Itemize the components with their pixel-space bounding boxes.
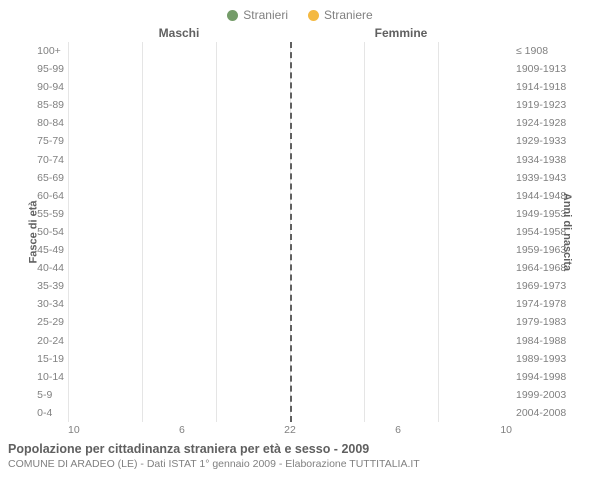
birth-label: 1989-1993 <box>512 350 570 368</box>
pyramid-row <box>68 114 512 132</box>
pyramid-row <box>68 187 512 205</box>
age-label: 80-84 <box>33 114 68 132</box>
pyramid-row <box>68 205 512 223</box>
age-label: 65-69 <box>33 169 68 187</box>
pyramid-row <box>68 295 512 313</box>
pyramid-row <box>68 151 512 169</box>
x-tick: 6 <box>395 424 401 436</box>
age-label: 30-34 <box>33 295 68 313</box>
pyramid-row <box>68 350 512 368</box>
y-axis-right: Anni di nascita ≤ 19081909-19131914-1918… <box>512 42 592 422</box>
swatch-female <box>308 10 319 21</box>
bar-rows <box>68 42 512 422</box>
pyramid-row <box>68 277 512 295</box>
age-label: 10-14 <box>33 368 68 386</box>
y-axis-left: Fasce di età 100+95-9990-9485-8980-8475-… <box>8 42 68 422</box>
chart-title: Popolazione per cittadinanza straniera p… <box>8 442 592 456</box>
y-axis-left-title: Fasce di età <box>27 201 39 264</box>
age-label: 75-79 <box>33 132 68 150</box>
chart-subtitle: COMUNE DI ARADEO (LE) - Dati ISTAT 1° ge… <box>8 458 592 470</box>
pyramid-row <box>68 332 512 350</box>
pyramid-row <box>68 259 512 277</box>
age-label: 90-94 <box>33 78 68 96</box>
x-tick: 2 <box>290 424 296 436</box>
age-label: 100+ <box>33 42 68 60</box>
pyramid-row <box>68 368 512 386</box>
birth-label: 1979-1983 <box>512 313 570 331</box>
x-tick: 6 <box>179 424 185 436</box>
age-label: 95-99 <box>33 60 68 78</box>
pyramid-row <box>68 169 512 187</box>
chart-body: Fasce di età 100+95-9990-9485-8980-8475-… <box>8 42 592 422</box>
birth-label: 1934-1938 <box>512 151 570 169</box>
pyramid-row <box>68 404 512 422</box>
birth-label: 1984-1988 <box>512 332 570 350</box>
x-tick: 10 <box>500 424 512 436</box>
pyramid-row <box>68 60 512 78</box>
x-axis: 1062 2610 <box>8 424 592 436</box>
birth-label: 1914-1918 <box>512 78 570 96</box>
birth-label: 1924-1928 <box>512 114 570 132</box>
header-female: Femmine <box>290 26 512 40</box>
birth-label: 1969-1973 <box>512 277 570 295</box>
birth-label: 1939-1943 <box>512 169 570 187</box>
birth-label: 1999-2003 <box>512 386 570 404</box>
footer: Popolazione per cittadinanza straniera p… <box>8 442 592 470</box>
pyramid-row <box>68 223 512 241</box>
age-label: 20-24 <box>33 332 68 350</box>
age-label: 25-29 <box>33 313 68 331</box>
birth-label: 1919-1923 <box>512 96 570 114</box>
pyramid-row <box>68 241 512 259</box>
pyramid-row <box>68 78 512 96</box>
birth-label: 2004-2008 <box>512 404 570 422</box>
legend-item-male: Stranieri <box>227 8 288 22</box>
legend-label-female: Straniere <box>324 8 373 22</box>
x-tick: 10 <box>68 424 80 436</box>
pyramid-row <box>68 42 512 60</box>
pyramid-row <box>68 96 512 114</box>
birth-label: ≤ 1908 <box>512 42 570 60</box>
legend-label-male: Stranieri <box>243 8 288 22</box>
age-label: 0-4 <box>33 404 68 422</box>
y-axis-right-title: Anni di nascita <box>561 193 573 271</box>
plot-area <box>68 42 512 422</box>
pyramid-row <box>68 132 512 150</box>
legend-item-female: Straniere <box>308 8 373 22</box>
birth-label: 1909-1913 <box>512 60 570 78</box>
swatch-male <box>227 10 238 21</box>
age-label: 70-74 <box>33 151 68 169</box>
pyramid-row <box>68 313 512 331</box>
header-male: Maschi <box>68 26 290 40</box>
age-label: 5-9 <box>33 386 68 404</box>
age-label: 35-39 <box>33 277 68 295</box>
birth-label: 1974-1978 <box>512 295 570 313</box>
birth-label: 1994-1998 <box>512 368 570 386</box>
age-label: 85-89 <box>33 96 68 114</box>
age-label: 15-19 <box>33 350 68 368</box>
pyramid-row <box>68 386 512 404</box>
column-headers: Maschi Femmine <box>8 26 592 40</box>
birth-label: 1929-1933 <box>512 132 570 150</box>
legend: Stranieri Straniere <box>8 8 592 22</box>
